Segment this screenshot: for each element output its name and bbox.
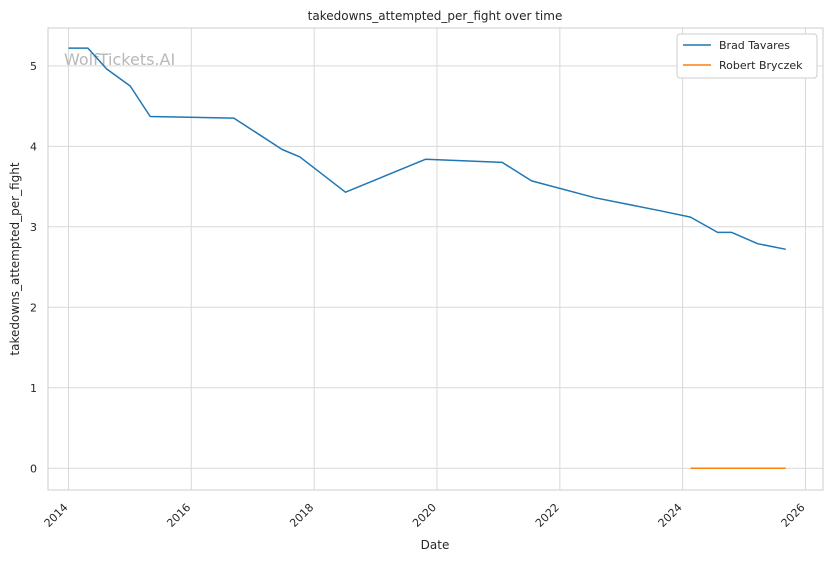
y-tick-label: 2 bbox=[30, 301, 37, 314]
chart-title: takedowns_attempted_per_fight over time bbox=[308, 9, 563, 23]
legend-box bbox=[676, 33, 818, 79]
y-axis-label: takedowns_attempted_per_fight bbox=[8, 162, 22, 355]
legend-label-robert-bryczek: Robert Bryczek bbox=[719, 59, 803, 72]
watermark: WolfTickets.AI bbox=[64, 50, 175, 69]
x-axis-label: Date bbox=[421, 538, 450, 552]
y-tick-label: 3 bbox=[30, 221, 37, 234]
legend: Brad Tavares Robert Bryczek bbox=[676, 33, 818, 79]
y-tick-label: 1 bbox=[30, 382, 37, 395]
y-tick-label: 0 bbox=[30, 462, 37, 475]
series-lines bbox=[68, 47, 786, 470]
plot-area-frame bbox=[47, 27, 824, 491]
series-line-brad-tavares bbox=[68, 47, 786, 251]
y-tick-label: 4 bbox=[30, 140, 37, 153]
legend-label-brad-tavares: Brad Tavares bbox=[719, 39, 790, 52]
y-tick-label: 5 bbox=[30, 60, 37, 73]
y-tick-labels: 0 1 2 3 4 5 bbox=[30, 60, 37, 475]
